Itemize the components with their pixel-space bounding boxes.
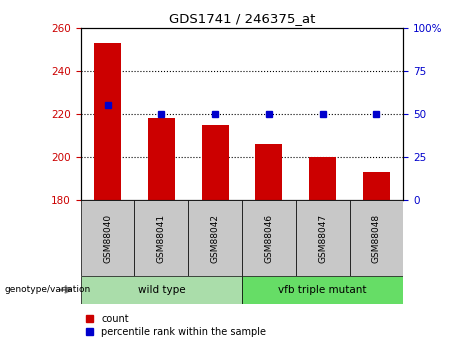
Bar bbox=[148, 118, 175, 200]
Bar bbox=[94, 43, 121, 200]
Bar bbox=[309, 157, 336, 200]
Text: wild type: wild type bbox=[137, 285, 185, 295]
FancyBboxPatch shape bbox=[81, 276, 242, 304]
FancyBboxPatch shape bbox=[242, 276, 403, 304]
Legend: count, percentile rank within the sample: count, percentile rank within the sample bbox=[86, 314, 266, 337]
Text: GSM88040: GSM88040 bbox=[103, 214, 112, 263]
FancyBboxPatch shape bbox=[349, 200, 403, 276]
Text: vfb triple mutant: vfb triple mutant bbox=[278, 285, 367, 295]
Text: GSM88048: GSM88048 bbox=[372, 214, 381, 263]
FancyBboxPatch shape bbox=[242, 200, 296, 276]
FancyBboxPatch shape bbox=[135, 200, 188, 276]
Bar bbox=[363, 172, 390, 200]
Text: GSM88042: GSM88042 bbox=[211, 214, 219, 263]
Title: GDS1741 / 246375_at: GDS1741 / 246375_at bbox=[169, 12, 315, 25]
FancyBboxPatch shape bbox=[81, 200, 135, 276]
Text: GSM88041: GSM88041 bbox=[157, 214, 166, 263]
Bar bbox=[255, 144, 282, 200]
Text: GSM88046: GSM88046 bbox=[265, 214, 273, 263]
FancyBboxPatch shape bbox=[296, 200, 349, 276]
Bar bbox=[201, 125, 229, 200]
FancyBboxPatch shape bbox=[188, 200, 242, 276]
Text: genotype/variation: genotype/variation bbox=[5, 285, 91, 294]
Text: GSM88047: GSM88047 bbox=[318, 214, 327, 263]
